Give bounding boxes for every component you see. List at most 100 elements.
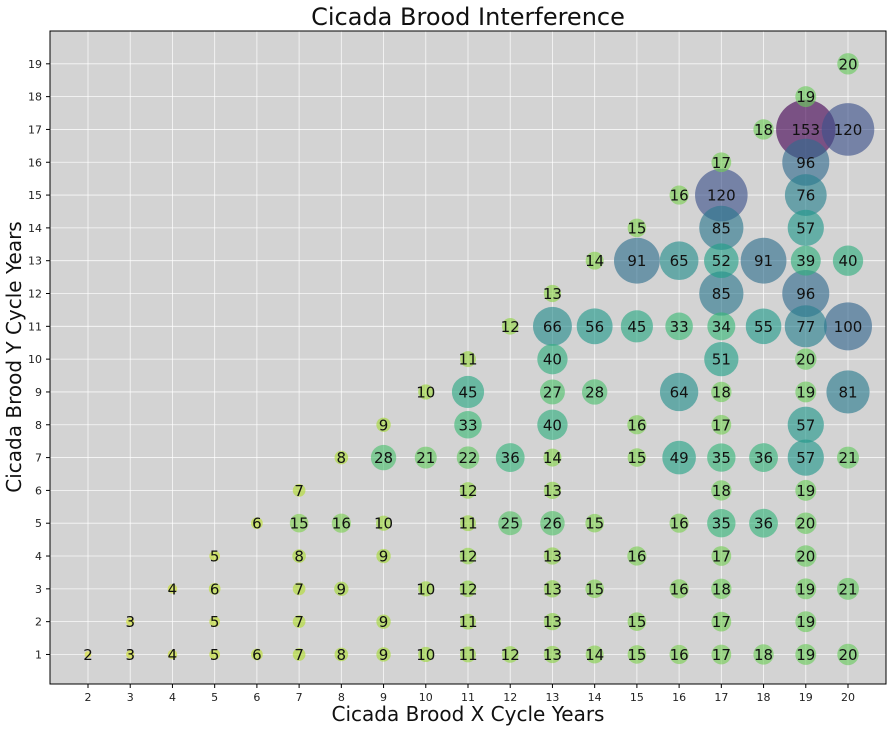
bubble-label: 64 xyxy=(670,383,689,401)
bubble xyxy=(795,479,817,501)
bubble-label: 13 xyxy=(543,646,562,664)
bubble xyxy=(795,381,817,403)
bubble-label: 96 xyxy=(796,154,815,172)
bubble xyxy=(662,440,696,475)
bubble xyxy=(787,209,824,247)
bubble xyxy=(292,615,306,629)
bubbles-layer xyxy=(84,53,875,666)
bubble xyxy=(292,648,306,661)
bubble xyxy=(451,375,485,409)
bubble xyxy=(711,152,732,173)
bubble-label: 13 xyxy=(543,285,562,303)
bubble xyxy=(787,406,824,443)
bubble xyxy=(711,546,732,566)
bubble-label: 40 xyxy=(543,351,562,369)
y-tick-label: 12 xyxy=(28,288,42,301)
bubble xyxy=(832,245,864,276)
bubble xyxy=(613,237,660,284)
bubble xyxy=(824,302,872,351)
bubble xyxy=(498,511,523,536)
bubble xyxy=(821,103,875,156)
bubble-label: 91 xyxy=(627,252,646,270)
bubble-label: 10 xyxy=(416,646,435,664)
bubble xyxy=(459,547,477,565)
bubble xyxy=(711,644,732,665)
bubble xyxy=(585,645,604,664)
x-axis-ticks: 2 3 4 5 6 7 8 9 10 11 12 13 14 15 16 17 18 19 20 xyxy=(85,684,855,704)
bubble xyxy=(208,582,221,595)
bubble-label: 4 xyxy=(168,646,178,664)
bubble-label: 52 xyxy=(712,252,731,270)
bubble-label: 20 xyxy=(838,646,857,664)
bubble xyxy=(376,548,391,564)
bubble-label: 20 xyxy=(838,55,857,73)
x-tick-label: 6 xyxy=(253,691,260,704)
y-tick-label: 13 xyxy=(28,255,42,268)
bubble-label: 13 xyxy=(543,613,562,631)
bubble xyxy=(418,384,434,400)
bubble-label: 15 xyxy=(585,580,604,598)
bubble-label: 27 xyxy=(543,383,562,401)
bubble-label: 8 xyxy=(294,548,304,566)
bubble-label: 36 xyxy=(754,515,773,533)
bubble xyxy=(334,647,349,662)
bubble-label: 18 xyxy=(712,383,731,401)
bubble-label: 57 xyxy=(796,219,815,237)
bubble xyxy=(418,646,434,663)
bubble xyxy=(532,306,572,346)
y-tick-label: 8 xyxy=(35,419,42,432)
bubble xyxy=(711,480,732,501)
bubble xyxy=(501,646,519,663)
bubble xyxy=(753,644,774,665)
bubble xyxy=(711,414,732,435)
bubble-label: 25 xyxy=(501,515,520,533)
bubble xyxy=(627,415,647,435)
bubble-label: 10 xyxy=(416,383,435,401)
x-tick-label: 10 xyxy=(419,691,433,704)
x-axis-label: Cicada Brood X Cycle Years xyxy=(332,702,605,726)
bubble xyxy=(659,241,699,281)
bubble-label: 16 xyxy=(332,515,351,533)
bubble-label: 51 xyxy=(712,351,731,369)
bubble-label: 2 xyxy=(83,646,93,664)
bubble-label: 7 xyxy=(294,646,304,664)
bubble-label: 9 xyxy=(379,646,389,664)
x-tick-label: 7 xyxy=(296,691,303,704)
bubble xyxy=(707,312,736,341)
bubble xyxy=(459,482,477,499)
bubble-label: 10 xyxy=(374,515,393,533)
bubble-label: 16 xyxy=(670,515,689,533)
bubble xyxy=(711,381,732,403)
bubble-label: 6 xyxy=(252,515,262,533)
x-tick-label: 19 xyxy=(799,691,813,704)
bubble-label: 26 xyxy=(543,515,562,533)
bubble xyxy=(537,409,568,440)
bubble-label: 85 xyxy=(712,285,731,303)
bubble-label: 21 xyxy=(838,580,857,598)
bubble-label: 20 xyxy=(796,548,815,566)
bubble-label: 17 xyxy=(712,154,731,172)
bubble-label: 40 xyxy=(543,416,562,434)
bubble xyxy=(376,417,391,432)
bubble-label: 16 xyxy=(670,187,689,205)
bubble-label: 9 xyxy=(337,580,347,598)
x-tick-label: 14 xyxy=(588,691,602,704)
bubble-label: 9 xyxy=(379,548,389,566)
bubble-label: 15 xyxy=(627,219,646,237)
y-tick-label: 15 xyxy=(28,189,42,202)
bubble xyxy=(543,612,562,631)
bubble xyxy=(699,205,744,251)
bubble-label: 28 xyxy=(585,383,604,401)
bubble-label: 120 xyxy=(834,121,863,139)
bubble-label: 19 xyxy=(796,646,815,664)
bubble xyxy=(795,578,817,600)
bubble xyxy=(537,343,568,375)
x-tick-label: 16 xyxy=(672,691,686,704)
bubble xyxy=(795,611,817,633)
bubble xyxy=(543,547,562,565)
bubble-label: 17 xyxy=(712,646,731,664)
x-tick-label: 12 xyxy=(503,691,517,704)
bubble-label: 11 xyxy=(458,515,477,533)
bubble xyxy=(795,545,817,567)
